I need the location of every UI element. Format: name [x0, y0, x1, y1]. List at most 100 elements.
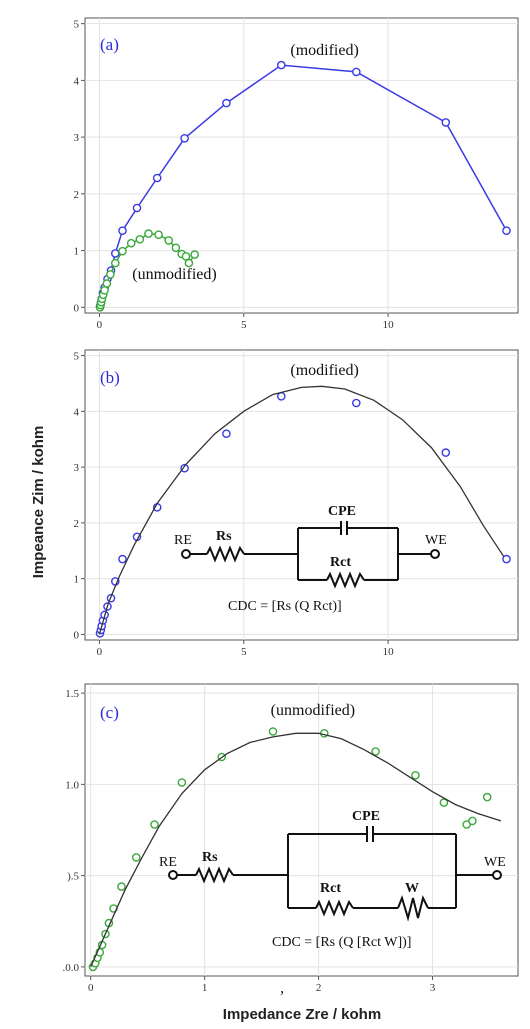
ticks-c: 0 1 2 3 .0.0 ).5 1.0 1.5	[63, 688, 436, 994]
circuit-formula-c: CDC = [Rs (Q [Rct W])]	[272, 935, 411, 950]
unmodified-data-point	[118, 246, 127, 256]
modified-data-point	[111, 249, 120, 258]
y-tick-label: 1.5	[65, 688, 79, 700]
circuit-rs-label-c: Rs	[202, 850, 218, 865]
annotation: ,	[280, 979, 284, 996]
y-tick-label: 5	[74, 351, 80, 363]
unmodified-data-point	[411, 771, 420, 780]
circuit-w-label-c: W	[405, 881, 419, 896]
unmodified-data-point	[154, 230, 163, 239]
unmodified-data-point	[482, 792, 492, 802]
unmodified-data-point	[102, 279, 112, 288]
y-tick-label: 1	[74, 246, 80, 258]
circuit-re-label-c: RE	[159, 855, 177, 870]
ticks-b: 0 5 10 0 1 2 3 4 5	[74, 351, 395, 658]
unmodified-data-point	[126, 238, 136, 248]
circuit-we-label-b: WE	[425, 533, 447, 548]
modified-data-point	[118, 554, 127, 564]
unmodified-data-point	[135, 234, 145, 244]
unmodified-data-point	[106, 270, 115, 279]
panel-b: (modified) 0 5 10 0 1 2 3 4 5 (b) RE WE Rs CPE R…	[74, 349, 519, 658]
annotation: (modified)	[290, 42, 358, 59]
y-tick-label: 1	[74, 574, 80, 586]
unmodified-data-point	[117, 882, 126, 891]
y-tick-label: 2	[74, 189, 80, 201]
y-tick-label: 0	[74, 302, 80, 314]
equivalent-circuit-c	[168, 826, 502, 922]
modified-data-point	[152, 173, 162, 183]
unmodified-data-point	[144, 229, 153, 238]
circuit-rct-label-b: Rct	[330, 555, 351, 570]
y-tick-label: 5	[74, 19, 80, 31]
modified-data-point	[132, 203, 142, 213]
x-tick-label: 3	[430, 982, 436, 994]
modified-data-point	[502, 226, 511, 235]
modified-data-point	[222, 429, 231, 439]
modified-data-point	[276, 391, 286, 401]
x-tick-label: 0	[88, 982, 94, 994]
circuit-re-label-b: RE	[174, 533, 192, 548]
annotation: (unmodified)	[132, 266, 216, 283]
x-axis-title: Impedance Zre / kohm	[223, 1006, 381, 1023]
y-tick-label: .0.0	[63, 962, 80, 974]
plot-area-c	[84, 683, 519, 977]
unmodified-data-point	[268, 727, 278, 736]
x-tick-label: 1	[202, 982, 208, 994]
marks-c: (unmodified),	[88, 702, 502, 996]
x-tick-label: 0	[97, 646, 103, 658]
y-tick-label: 3	[74, 462, 80, 474]
y-tick-label: 4	[74, 75, 80, 87]
resistor-rs-c	[195, 866, 234, 884]
x-tick-label: 2	[316, 982, 322, 994]
resistor-rs-b	[206, 545, 245, 563]
panel-c: (unmodified), 0 1 2 3 .0.0).5 1.0 1.5 (c) RE W…	[63, 683, 519, 996]
unmodified-data-point	[171, 243, 181, 253]
unmodified-data-point	[181, 251, 191, 261]
gridlines-a	[85, 18, 518, 313]
warburg-element-c	[397, 894, 429, 922]
unmodified-data-point	[150, 820, 159, 829]
terminal-we-b	[430, 549, 440, 559]
x-tick-label: 10	[383, 319, 395, 331]
annotation: (unmodified)	[271, 702, 355, 719]
unmodified-data-point	[131, 853, 141, 862]
modified-data-point	[502, 554, 511, 564]
circuit-we-label-c: WE	[484, 855, 506, 870]
circuit-cpe-label-c: CPE	[352, 809, 380, 824]
panel-a: (modified) (unmodified) 0 5 10 0 1 2 3 4 5 (a)	[74, 17, 519, 331]
equivalent-circuit-b	[181, 521, 440, 589]
modified-data-point	[441, 118, 451, 127]
modified-data-point	[441, 448, 451, 457]
unmodified-data-point	[164, 236, 173, 245]
marks-b: (modified)	[95, 362, 511, 638]
fit-series-line	[98, 385, 505, 635]
panel-label-a: (a)	[100, 35, 119, 54]
circuit-rs-label-b: Rs	[216, 529, 232, 544]
terminal-re-b	[181, 549, 191, 559]
terminal-we-c	[492, 870, 502, 880]
y-tick-label: ).5	[67, 871, 79, 883]
modified-data-point	[118, 226, 127, 235]
unmodified-data-point	[177, 778, 187, 787]
unmodified-data-point	[190, 250, 199, 259]
modified-data-point	[351, 67, 361, 77]
unmodified-data-point	[439, 798, 449, 807]
unmodified-data-point	[184, 258, 194, 268]
modified-data-point	[276, 60, 286, 70]
fit-series-line	[90, 732, 502, 968]
y-tick-label: 4	[74, 406, 80, 418]
unmodified-data-point	[468, 816, 477, 826]
circuit-cpe-label-b: CPE	[328, 504, 356, 519]
y-axis-title: Impeance Zim / kohm	[30, 426, 47, 579]
ticks-a: 0 5 10 0 1 2 3 4 5	[74, 19, 395, 331]
annotation: (modified)	[290, 362, 358, 379]
y-tick-label: 0	[74, 629, 80, 641]
modified-data-point	[180, 463, 189, 473]
resistor-rct-b	[326, 571, 365, 589]
y-tick-label: 3	[74, 132, 80, 144]
y-tick-label: 1.0	[65, 779, 79, 791]
modified-data-point	[180, 133, 189, 143]
x-tick-label: 10	[383, 646, 395, 658]
marks-a: (modified) (unmodified)	[95, 42, 511, 312]
